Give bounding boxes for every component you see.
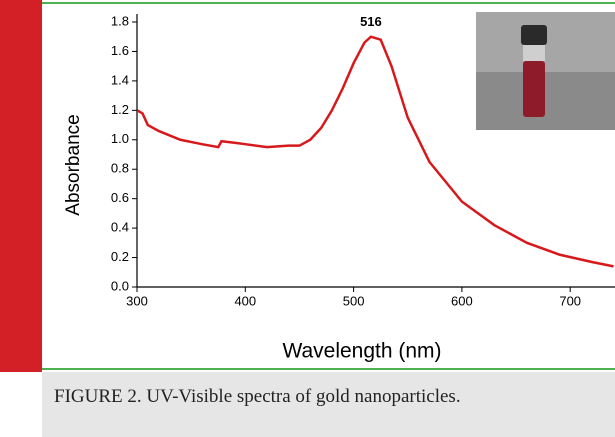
side-bar xyxy=(0,0,42,372)
inset-photo xyxy=(476,12,615,130)
x-tick-label: 500 xyxy=(343,293,365,308)
y-tick-label: 1.0 xyxy=(111,131,129,146)
y-tick-label: 0.2 xyxy=(111,249,129,264)
y-tick-label: 0.0 xyxy=(111,278,129,293)
y-axis-label: Absorbance xyxy=(63,114,84,215)
y-tick-label: 0.8 xyxy=(111,161,129,176)
x-tick-label: 700 xyxy=(559,293,581,308)
chart: Absorbance Wavelength (nm) 0.0 0.2 0.4 0.6 0… xyxy=(0,0,615,372)
y-tick-label: 1.4 xyxy=(111,72,129,87)
caption: FIGURE 2. UV-Visible spectra of gold nan… xyxy=(42,372,615,437)
x-tick-label: 400 xyxy=(234,293,256,308)
y-tick-label: 1.8 xyxy=(111,13,129,28)
y-tick-label: 0.4 xyxy=(111,220,129,235)
y-tick-label: 0.6 xyxy=(111,190,129,205)
x-tick-label: 300 xyxy=(126,293,148,308)
peak-annotation: 516 xyxy=(360,14,382,29)
x-axis-label: Wavelength (nm) xyxy=(282,340,441,363)
spectrum-line xyxy=(137,35,614,268)
y-tick-label: 1.6 xyxy=(111,43,129,58)
y-tick-label: 1.2 xyxy=(111,102,129,117)
x-tick-label: 600 xyxy=(451,293,473,308)
